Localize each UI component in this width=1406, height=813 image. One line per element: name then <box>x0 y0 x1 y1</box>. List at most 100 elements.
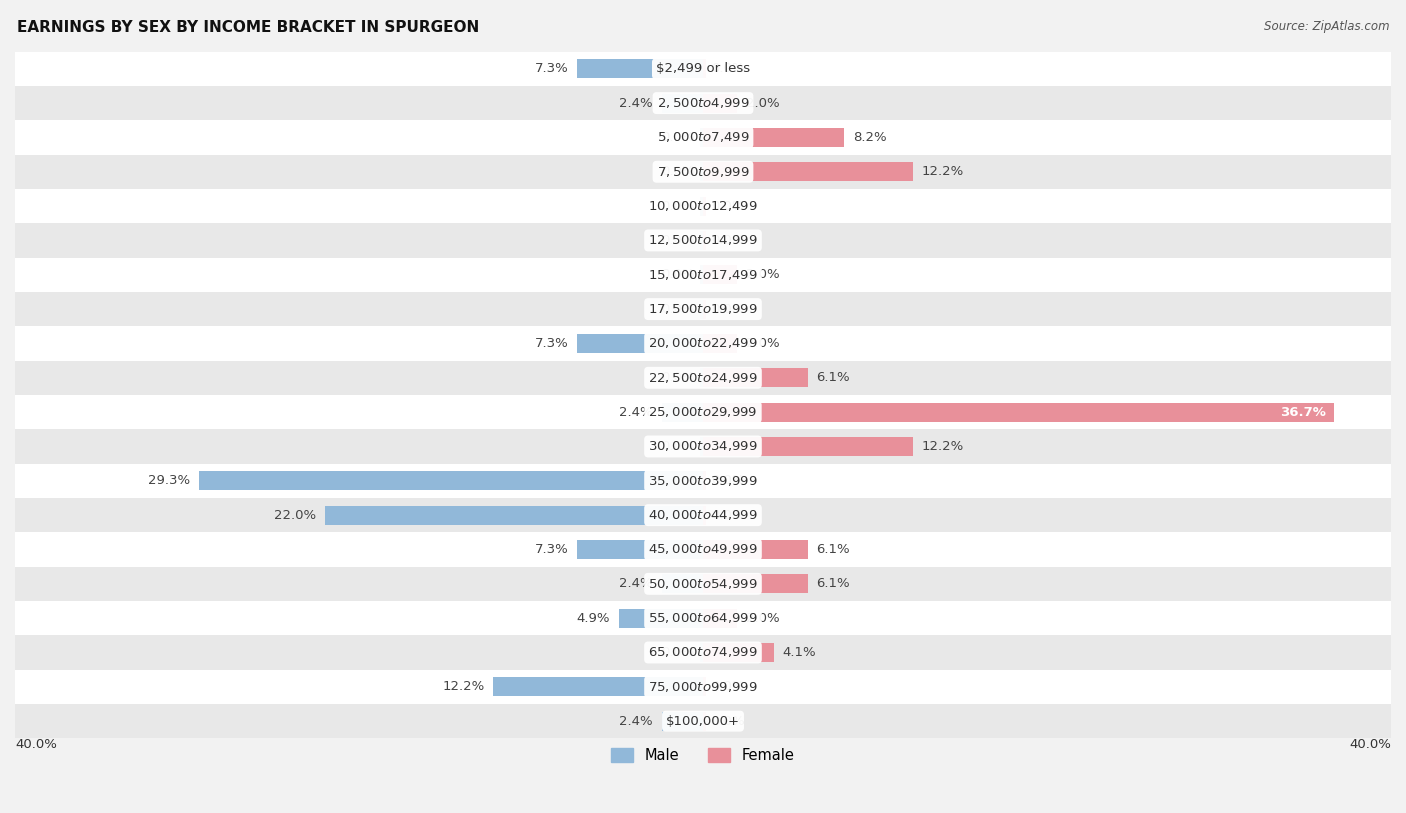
Text: $10,000 to $12,499: $10,000 to $12,499 <box>648 199 758 213</box>
Bar <box>15 395 1391 429</box>
Text: 0.0%: 0.0% <box>661 200 695 213</box>
Bar <box>15 86 1391 120</box>
Text: 2.4%: 2.4% <box>620 577 654 590</box>
Text: $40,000 to $44,999: $40,000 to $44,999 <box>648 508 758 522</box>
Bar <box>662 93 703 112</box>
Text: $12,500 to $14,999: $12,500 to $14,999 <box>648 233 758 247</box>
Text: $7,500 to $9,999: $7,500 to $9,999 <box>657 165 749 179</box>
Text: 36.7%: 36.7% <box>1279 406 1326 419</box>
Bar <box>15 704 1391 738</box>
Bar <box>700 265 703 285</box>
Text: 8.2%: 8.2% <box>852 131 886 144</box>
Text: 2.4%: 2.4% <box>620 715 654 728</box>
Bar <box>15 326 1391 361</box>
Text: $2,499 or less: $2,499 or less <box>657 63 749 76</box>
Text: $15,000 to $17,499: $15,000 to $17,499 <box>648 267 758 282</box>
Bar <box>15 463 1391 498</box>
Text: 0.0%: 0.0% <box>711 234 745 247</box>
Text: 0.0%: 0.0% <box>661 646 695 659</box>
Text: 2.0%: 2.0% <box>747 337 779 350</box>
Bar <box>15 635 1391 670</box>
Bar <box>662 402 703 422</box>
Text: Source: ZipAtlas.com: Source: ZipAtlas.com <box>1264 20 1389 33</box>
Text: $100,000+: $100,000+ <box>666 715 740 728</box>
Text: 7.3%: 7.3% <box>536 337 569 350</box>
Text: 40.0%: 40.0% <box>15 738 56 751</box>
Text: 6.1%: 6.1% <box>817 577 851 590</box>
Bar <box>700 128 703 147</box>
Bar <box>15 51 1391 86</box>
Bar <box>703 93 737 112</box>
Text: 2.0%: 2.0% <box>747 268 779 281</box>
Bar <box>15 258 1391 292</box>
Text: 0.0%: 0.0% <box>661 372 695 385</box>
Bar <box>703 231 706 250</box>
Text: 0.0%: 0.0% <box>711 302 745 315</box>
Text: $2,500 to $4,999: $2,500 to $4,999 <box>657 96 749 110</box>
Bar <box>703 574 808 593</box>
Text: 6.1%: 6.1% <box>817 372 851 385</box>
Bar <box>15 498 1391 533</box>
Bar <box>662 574 703 593</box>
Text: 2.4%: 2.4% <box>620 97 654 110</box>
Bar <box>15 189 1391 224</box>
Text: 40.0%: 40.0% <box>1350 738 1391 751</box>
Bar <box>703 128 844 147</box>
Text: $55,000 to $64,999: $55,000 to $64,999 <box>648 611 758 625</box>
Bar <box>15 670 1391 704</box>
Text: $17,500 to $19,999: $17,500 to $19,999 <box>648 302 758 316</box>
Text: $30,000 to $34,999: $30,000 to $34,999 <box>648 440 758 454</box>
Text: $25,000 to $29,999: $25,000 to $29,999 <box>648 405 758 420</box>
Text: $50,000 to $54,999: $50,000 to $54,999 <box>648 576 758 591</box>
Bar <box>703 163 912 181</box>
Text: 0.0%: 0.0% <box>661 268 695 281</box>
Bar <box>700 437 703 456</box>
Text: 0.0%: 0.0% <box>711 63 745 76</box>
Text: 12.2%: 12.2% <box>921 165 963 178</box>
Bar <box>15 429 1391 463</box>
Bar <box>703 402 1334 422</box>
Bar <box>703 609 737 628</box>
Text: 12.2%: 12.2% <box>921 440 963 453</box>
Bar <box>494 677 703 696</box>
Text: 2.0%: 2.0% <box>747 611 779 624</box>
Text: 0.0%: 0.0% <box>711 715 745 728</box>
Bar <box>325 506 703 524</box>
Bar <box>703 437 912 456</box>
Text: 0.0%: 0.0% <box>661 131 695 144</box>
Bar <box>15 567 1391 601</box>
Bar <box>703 368 808 387</box>
Bar <box>15 154 1391 189</box>
Text: 2.4%: 2.4% <box>620 406 654 419</box>
Text: 0.0%: 0.0% <box>711 200 745 213</box>
Text: 0.0%: 0.0% <box>711 509 745 522</box>
Bar <box>703 643 773 662</box>
Text: 7.3%: 7.3% <box>536 63 569 76</box>
Text: EARNINGS BY SEX BY INCOME BRACKET IN SPURGEON: EARNINGS BY SEX BY INCOME BRACKET IN SPU… <box>17 20 479 35</box>
Bar <box>703 711 706 731</box>
Bar <box>15 601 1391 635</box>
Bar <box>15 361 1391 395</box>
Text: 7.3%: 7.3% <box>536 543 569 556</box>
Bar <box>700 368 703 387</box>
Text: $35,000 to $39,999: $35,000 to $39,999 <box>648 474 758 488</box>
Text: 4.9%: 4.9% <box>576 611 610 624</box>
Bar <box>700 231 703 250</box>
Bar <box>703 677 706 696</box>
Text: 0.0%: 0.0% <box>661 165 695 178</box>
Text: 6.1%: 6.1% <box>817 543 851 556</box>
Text: $65,000 to $74,999: $65,000 to $74,999 <box>648 646 758 659</box>
Bar <box>578 334 703 353</box>
Bar <box>578 59 703 78</box>
Bar <box>15 533 1391 567</box>
Text: 0.0%: 0.0% <box>711 474 745 487</box>
Bar <box>703 197 706 215</box>
Text: 0.0%: 0.0% <box>661 302 695 315</box>
Bar <box>578 540 703 559</box>
Text: 0.0%: 0.0% <box>711 680 745 693</box>
Text: 29.3%: 29.3% <box>148 474 190 487</box>
Bar <box>703 300 706 319</box>
Bar <box>200 472 703 490</box>
Bar <box>15 120 1391 154</box>
Bar <box>15 224 1391 258</box>
